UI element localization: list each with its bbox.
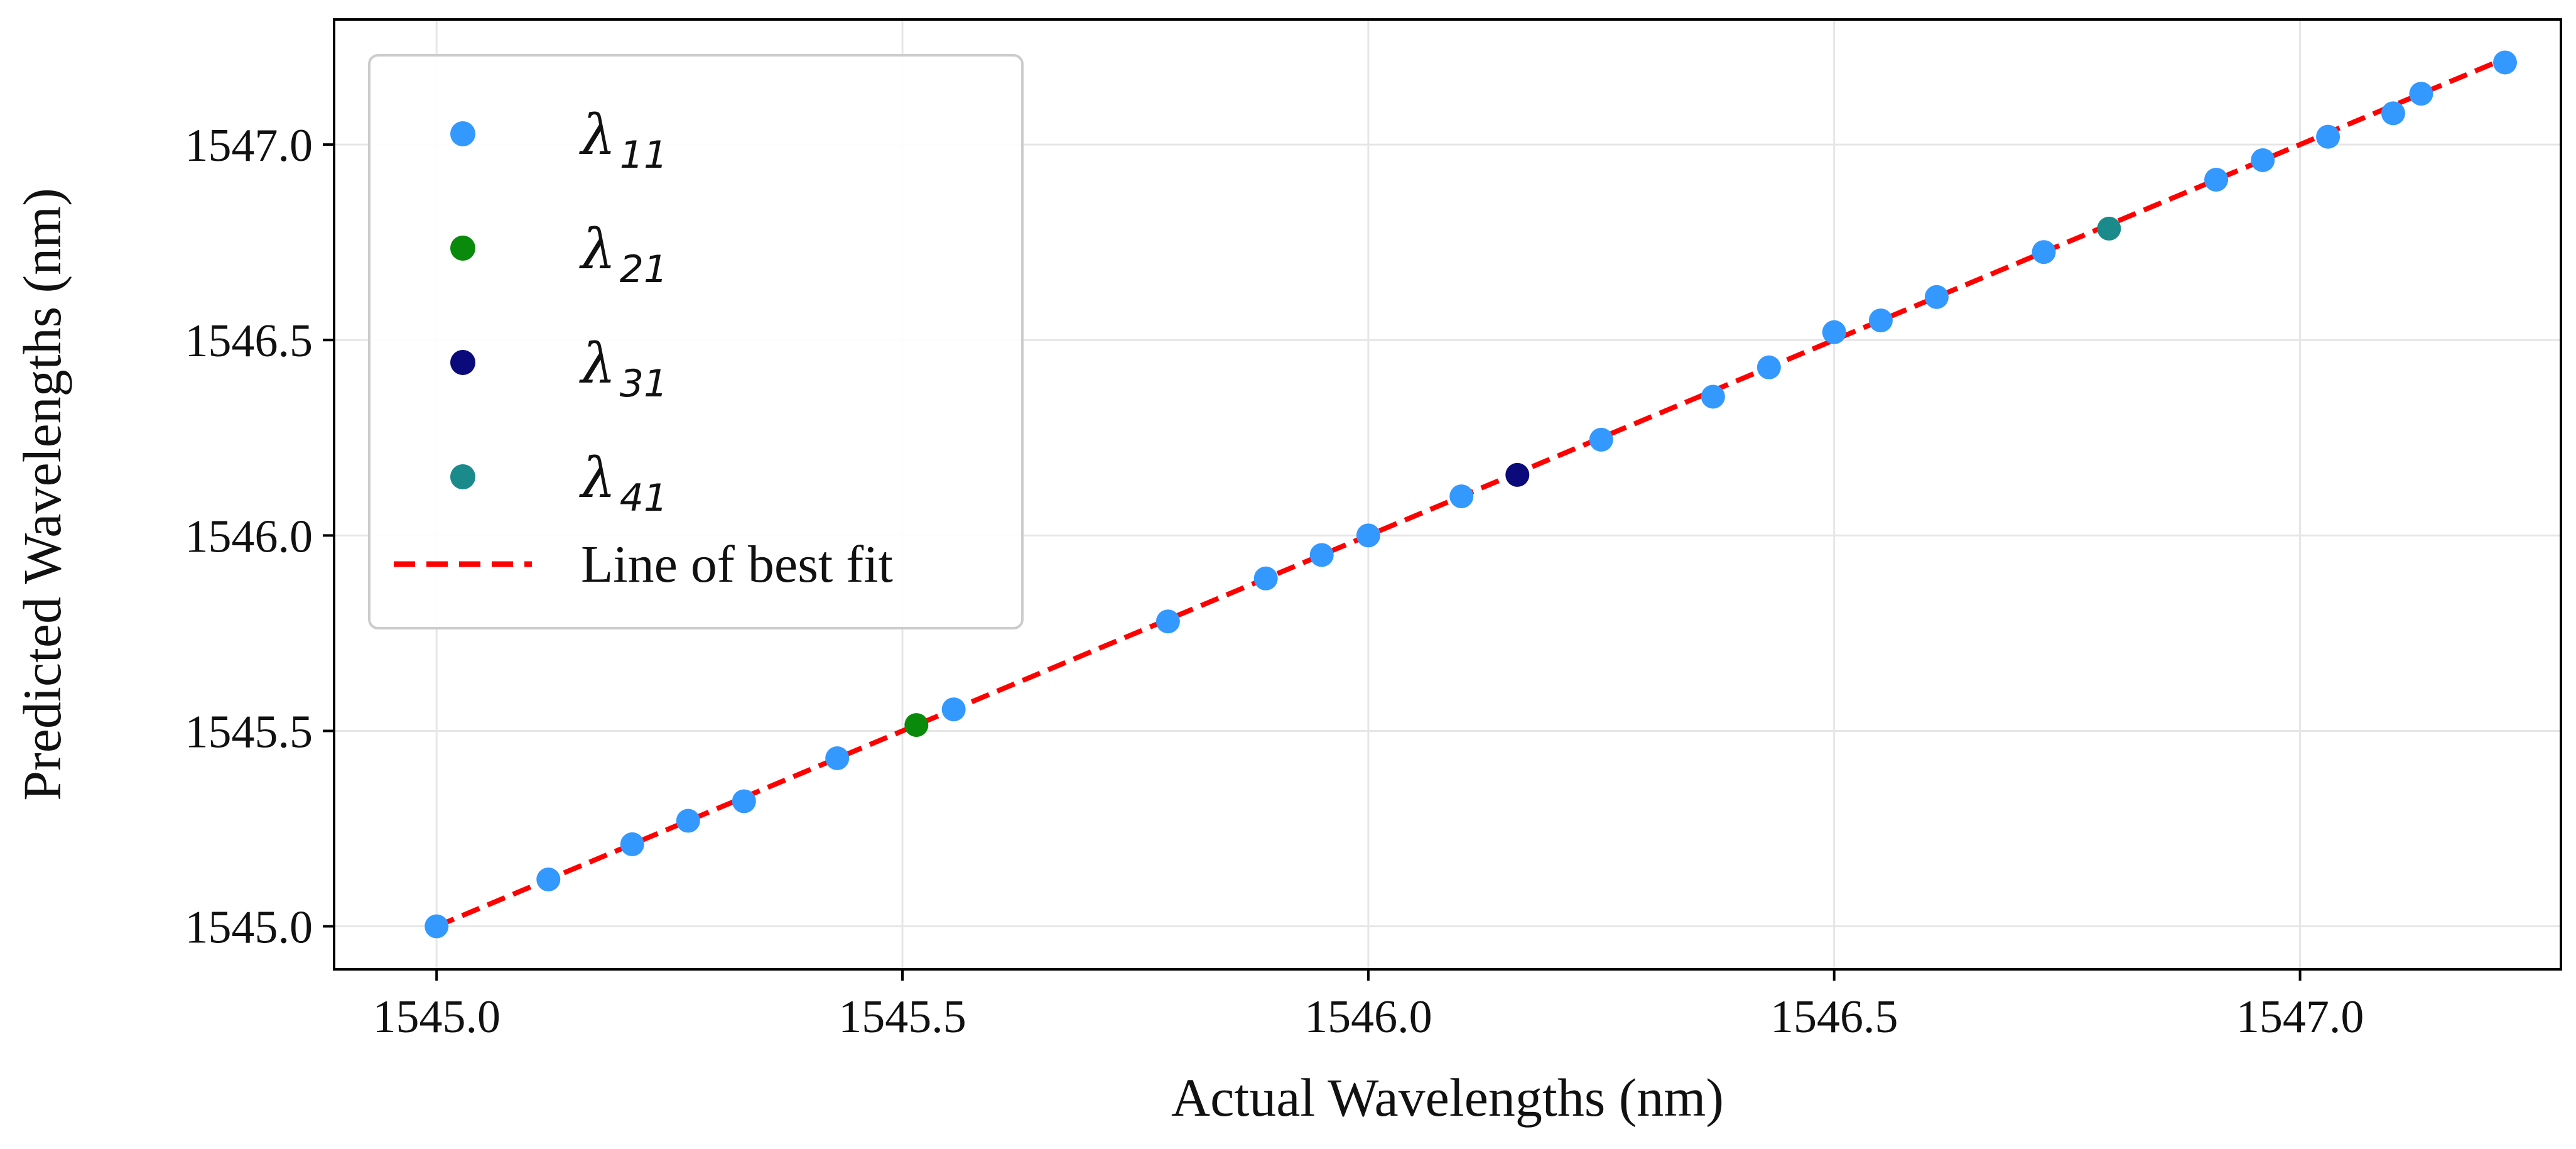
data-point-series-11 bbox=[1822, 320, 1846, 344]
legend-label-31: λ 31 bbox=[579, 331, 668, 406]
legend-box bbox=[368, 54, 1024, 629]
data-point-series-11 bbox=[1356, 523, 1380, 548]
data-point-series-21 bbox=[904, 713, 929, 738]
x-tick-label: 1547.0 bbox=[2236, 991, 2364, 1043]
data-point-series-11 bbox=[1701, 384, 1725, 409]
data-point-series-41 bbox=[2097, 216, 2121, 241]
legend-marker-31 bbox=[450, 350, 475, 375]
legend-marker-21 bbox=[450, 236, 475, 261]
data-point-series-11 bbox=[2204, 168, 2229, 192]
data-point-series-11 bbox=[825, 746, 850, 770]
data-point-series-11 bbox=[620, 832, 644, 856]
data-point-series-11 bbox=[536, 867, 561, 891]
data-point-series-11 bbox=[1589, 427, 1613, 452]
x-tick-label: 1546.0 bbox=[1304, 991, 1432, 1043]
y-tick-label: 1545.5 bbox=[185, 706, 313, 758]
data-point-series-11 bbox=[1309, 543, 1334, 567]
data-point-series-11 bbox=[676, 809, 700, 833]
y-axis-ticks: 1545.0 1545.5 1546.0 1546.5 1547.0 bbox=[185, 120, 334, 954]
y-tick-label: 1546.0 bbox=[185, 511, 313, 562]
data-point-series-11 bbox=[1924, 285, 1949, 309]
data-point-series-11 bbox=[1253, 566, 1278, 591]
data-point-series-11 bbox=[2381, 101, 2405, 126]
data-point-series-11 bbox=[1756, 355, 1781, 379]
data-point-series-31 bbox=[1505, 462, 1530, 487]
legend-fit-label: Line of best fit bbox=[581, 535, 893, 594]
grid-lines bbox=[334, 19, 2561, 969]
plot-frame bbox=[333, 18, 2562, 971]
data-point-series-11 bbox=[1155, 609, 1180, 634]
data-point-series-11 bbox=[2316, 124, 2341, 149]
x-axis-ticks: 1545.0 1545.5 1546.0 1546.5 1547.0 bbox=[372, 969, 2364, 1043]
data-point-series-11 bbox=[941, 697, 966, 722]
legend: λ 11 λ 21 λ 31 λ 41 Line of best fit bbox=[368, 54, 1024, 629]
legend-marker-11 bbox=[450, 121, 475, 146]
legend-marker-41 bbox=[450, 464, 475, 489]
data-point-series-11 bbox=[732, 789, 756, 814]
x-tick-label: 1546.5 bbox=[1770, 991, 1898, 1043]
y-axis-label: Predicted Wavelengths (nm) bbox=[12, 188, 72, 800]
data-point-series-11 bbox=[2492, 50, 2517, 75]
y-tick-label: 1547.0 bbox=[185, 120, 313, 172]
x-tick-label: 1545.0 bbox=[372, 991, 501, 1043]
data-point-series-11 bbox=[425, 914, 449, 939]
y-tick-label: 1546.5 bbox=[185, 315, 313, 367]
data-point-series-11 bbox=[1868, 308, 1893, 333]
data-point-series-11 bbox=[2251, 148, 2275, 172]
x-axis-label: Actual Wavelengths (nm) bbox=[1171, 1067, 1724, 1128]
legend-label-11: λ 11 bbox=[579, 102, 668, 177]
legend-label-21: λ 21 bbox=[579, 217, 668, 291]
data-point-series-11 bbox=[2409, 82, 2433, 106]
data-points bbox=[425, 50, 2517, 939]
data-point-series-11 bbox=[1449, 484, 1474, 509]
data-point-series-11 bbox=[2032, 240, 2056, 264]
x-tick-label: 1545.5 bbox=[838, 991, 966, 1043]
legend-label-41: λ 41 bbox=[579, 445, 668, 520]
y-tick-label: 1545.0 bbox=[185, 902, 313, 954]
